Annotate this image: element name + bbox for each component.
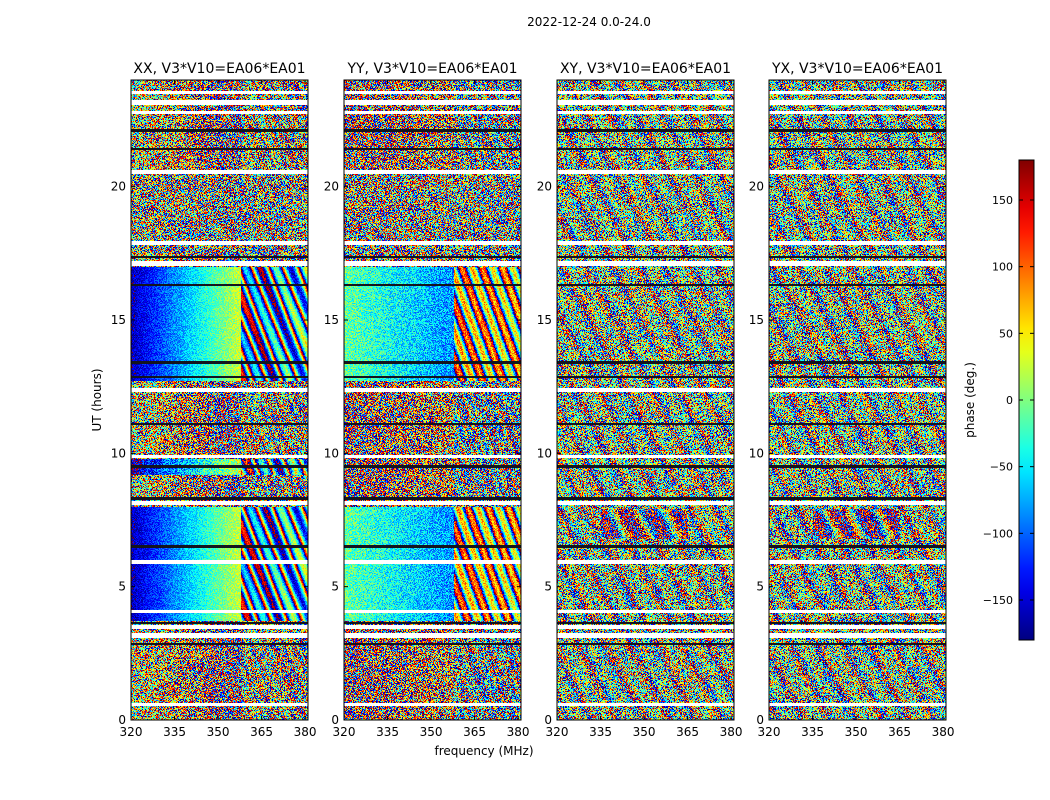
y-tick-label: 5: [756, 580, 764, 594]
panel-xx: XX, V3*V10=EA06*EA01 320 335 350 365 380 0 5 10 1…: [111, 61, 317, 739]
y-tick-label: 10: [749, 446, 764, 460]
y-tick-label: 20: [749, 180, 764, 194]
figure-suptitle: 2022-12-24 0.0-24.0: [527, 15, 651, 29]
phase-heatmap-xx: [131, 80, 308, 720]
y-tick-label: 0: [331, 713, 339, 727]
y-tick-label: 15: [749, 313, 764, 327]
x-tick-label: 320: [120, 725, 143, 739]
y-tick-label: 5: [118, 580, 126, 594]
x-tick-label: 365: [250, 725, 273, 739]
y-tick-label: 0: [544, 713, 552, 727]
y-tick-label: 5: [331, 580, 339, 594]
y-axis-label: UT (hours): [90, 368, 104, 431]
x-tick-label: 350: [845, 725, 868, 739]
y-tick-label: 0: [756, 713, 764, 727]
y-tick-label: 15: [111, 313, 126, 327]
colorbar-tick-label: −100: [983, 527, 1013, 540]
colorbar-tick-label: 150: [992, 194, 1013, 207]
phase-heatmap-xy: [557, 80, 734, 720]
y-tick-label: 10: [111, 446, 126, 460]
x-tick-label: 350: [633, 725, 656, 739]
panel-xy: XY, V3*V10=EA06*EA01 320 335 350 365 380 0 5 10 1…: [537, 61, 743, 739]
x-tick-label: 335: [801, 725, 824, 739]
x-tick-label: 335: [163, 725, 186, 739]
panel-yy: YY, V3*V10=EA06*EA01 320 335 350 365 380 0 5 10 1…: [324, 61, 530, 739]
colorbar-tick-label: −150: [983, 594, 1013, 607]
colorbar: −150 −100 −50 0 50 100 150 phase (deg.): [963, 159, 1035, 641]
panel-yx: YX, V3*V10=EA06*EA01 320 335 350 365 380 0 5 10 1…: [749, 61, 955, 739]
x-tick-label: 380: [932, 725, 955, 739]
y-tick-label: 20: [111, 180, 126, 194]
y-tick-label: 20: [537, 180, 552, 194]
x-axis-label: frequency (MHz): [434, 744, 533, 758]
colorbar-tick-label: −50: [990, 461, 1013, 474]
panel-title: YY, V3*V10=EA06*EA01: [346, 61, 517, 77]
y-tick-label: 5: [544, 580, 552, 594]
x-tick-label: 320: [546, 725, 569, 739]
panel-frame: [556, 79, 735, 721]
phase-heatmap-yx: [769, 80, 946, 720]
x-tick-label: 365: [676, 725, 699, 739]
y-tick-label: 15: [324, 313, 339, 327]
colorbar-tick-label: 0: [1006, 394, 1013, 407]
x-tick-label: 335: [376, 725, 399, 739]
phase-heatmap-yy: [344, 80, 521, 720]
y-tick-label: 15: [537, 313, 552, 327]
x-tick-label: 320: [758, 725, 781, 739]
panels-group: XX, V3*V10=EA06*EA01 320 335 350 365 380 0 5 10 1…: [111, 61, 955, 739]
x-tick-label: 350: [207, 725, 230, 739]
panel-frame: [130, 79, 309, 721]
x-tick-label: 380: [294, 725, 317, 739]
panel-frame: [768, 79, 947, 721]
panel-title: YX, V3*V10=EA06*EA01: [771, 61, 943, 77]
x-tick-label: 335: [589, 725, 612, 739]
panel-frame: [343, 79, 522, 721]
x-tick-label: 380: [720, 725, 743, 739]
colorbar-label: phase (deg.): [963, 362, 977, 438]
y-tick-label: 10: [537, 446, 552, 460]
x-tick-label: 365: [888, 725, 911, 739]
x-tick-label: 350: [420, 725, 443, 739]
colorbar-tick-label: 100: [992, 261, 1013, 274]
y-tick-label: 10: [324, 446, 339, 460]
y-tick-label: 0: [118, 713, 126, 727]
x-tick-label: 320: [333, 725, 356, 739]
x-tick-label: 365: [463, 725, 486, 739]
y-tick-label: 20: [324, 180, 339, 194]
panel-title: XX, V3*V10=EA06*EA01: [133, 61, 305, 77]
colorbar-tick-label: 50: [999, 327, 1013, 340]
x-tick-label: 380: [507, 725, 530, 739]
panel-title: XY, V3*V10=EA06*EA01: [560, 61, 731, 77]
